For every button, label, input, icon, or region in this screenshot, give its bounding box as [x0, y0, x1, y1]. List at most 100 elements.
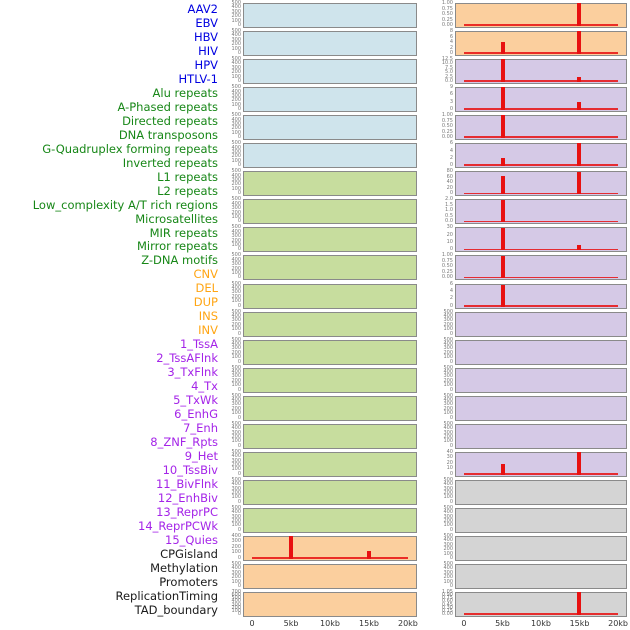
feature-label-text: HIV [198, 43, 218, 58]
feature-label-text: CPGisland [160, 546, 218, 561]
feature-label-cnv: CNV [0, 268, 219, 282]
ytick-label: 0 [449, 554, 453, 561]
mini-panel [455, 115, 627, 141]
panel-row-g-quadruplex-forming-repeats: 500 400 300 200 100 0 [231, 281, 417, 309]
mini-panel [243, 3, 417, 28]
ytick-label: 0 [449, 442, 453, 449]
ytick-label: 4 [449, 147, 453, 154]
ytick-label: 0.00 [441, 611, 453, 618]
feature-label-text: 1_TssA [179, 337, 218, 352]
feature-label-hpv: HPV [0, 58, 218, 73]
feature-label-text: 9_Het [184, 449, 218, 463]
feature-label-ebv: EBV [0, 16, 218, 31]
ytick-label: 400 [443, 340, 453, 347]
ytick-label: 500 [231, 476, 241, 483]
ytick-label: 0.50 [441, 123, 453, 130]
ytick-label: 400 [231, 116, 241, 123]
panel-row-ins: 1.00 0.75 0.50 0.25 0.00 [442, 1, 627, 28]
mini-panel [455, 143, 627, 169]
ytick-label: 500 [231, 420, 241, 427]
feature-label-dna-transposons: DNA transposons [0, 128, 218, 143]
ytick-label: 0 [237, 611, 241, 618]
xtick-label-left-15kb: 15kb [359, 619, 379, 628]
ytick-label: 0 [449, 302, 453, 309]
panel-row-microsatellites: 500 400 300 200 100 0 [231, 421, 417, 449]
ytick-label: 400 [443, 397, 453, 404]
xtick-label-left-10kb: 10kb [320, 619, 340, 628]
ytick-label: 200 [231, 377, 241, 384]
ytick-label: 500 [231, 252, 241, 259]
panel-row-a-phased-repeats: 500 400 300 200 100 0 [231, 197, 417, 225]
feature-label-text: L2 repeats [157, 183, 218, 198]
panel-row-replicationtiming: 500 400 300 200 100 0 [443, 562, 627, 589]
feature-label-text: 3_TxFlnk [167, 365, 218, 380]
ytick-label: 200 [231, 574, 241, 581]
ytick-label: 400 [231, 60, 241, 67]
feature-label-methylation: Methylation [0, 561, 218, 576]
feature-label-tad-boundary: TAD_boundary [0, 602, 218, 618]
mini-panel [455, 255, 627, 281]
signal-spike-5kb [500, 41, 505, 55]
ytick-label: 400 [231, 425, 241, 432]
ytick-label: 500 [443, 561, 453, 567]
feature-label-1-tssa: 1_TssA [0, 337, 218, 352]
ytick-label: 30 [446, 454, 453, 461]
ytick-label: 200 [231, 405, 241, 412]
ytick-label: 0 [449, 330, 453, 337]
ytick-label: 0 [449, 526, 453, 533]
ytick-label: 1.00 [441, 0, 453, 6]
ytick-label: 400 [443, 537, 453, 544]
panel-row-dna-transposons: 500 400 300 200 100 0 [231, 253, 417, 281]
ytick-label: 0.25 [441, 16, 453, 23]
feature-label-g-quadruplex-forming-repeats: G-Quadruplex forming repeats [0, 142, 218, 157]
ytick-label: 200 [443, 518, 453, 525]
signal-spike-5kb [500, 157, 505, 167]
mini-panel [455, 171, 627, 197]
signal-baseline [463, 24, 619, 26]
panel-row-6-enhg: 2.0 1.5 1.0 0.5 0.0 [445, 197, 627, 225]
feature-label-text: TAD_boundary [134, 602, 218, 617]
feature-label-aav2: AAV2 [0, 2, 218, 17]
signal-spike-5kb [500, 284, 505, 307]
ytick-label: 300 [231, 429, 241, 436]
ytick-label: 0 [237, 386, 241, 393]
mini-panel [455, 479, 627, 505]
feature-label-mir-repeats: MIR repeats [0, 226, 218, 241]
feature-label-text: 15_Quies [165, 532, 218, 547]
ytick-label: 400 [231, 228, 241, 235]
signal-baseline [463, 192, 619, 195]
xtick-label-right-10kb: 10kb [531, 619, 551, 628]
ytick-label: 0 [237, 162, 241, 169]
ytick-label: 100 [231, 578, 241, 585]
panel-row-mirror-repeats: 500 400 300 200 100 0 [231, 477, 417, 505]
panel-row-cnv: 400 300 200 100 0 [231, 533, 417, 561]
ytick-label: 300 [231, 538, 241, 545]
mini-panel [455, 87, 627, 113]
signal-spike-15kb [577, 76, 582, 83]
mini-panel [455, 423, 627, 449]
feature-label-14-reprpcwk: 14_ReprPCWk [0, 519, 218, 534]
ytick-label: 300 [231, 36, 241, 43]
feature-label-alu-repeats: Alu repeats [0, 86, 218, 101]
ytick-label: 0 [449, 470, 453, 477]
panel-row-8-znf-rpts: 1.00 0.75 0.50 0.25 0.00 [442, 253, 627, 281]
ytick-label: 4 [449, 39, 453, 46]
ytick-label: 7.5 [445, 64, 453, 71]
ytick-label: 300 [443, 485, 453, 492]
ytick-label: 500 [231, 364, 241, 371]
feature-label-replicationtiming: ReplicationTiming [0, 589, 219, 604]
mini-panel [455, 507, 627, 533]
ytick-label: 400 [443, 565, 453, 572]
feature-label-ins: INS [0, 310, 218, 324]
ytick-label: 500 [231, 561, 241, 567]
panel-row-del: 500 400 300 200 100 0 [231, 562, 417, 589]
ytick-label: 200 [231, 604, 241, 611]
ytick-label: 0 [237, 22, 241, 28]
ytick-label: 500 [443, 364, 453, 371]
ytick-label: 500 [231, 224, 241, 231]
signal-baseline [463, 220, 619, 223]
feature-label-htlv-1: HTLV-1 [0, 72, 218, 87]
feature-label-l2-repeats: L2 repeats [0, 183, 218, 199]
panel-row-mir-repeats: 500 400 300 200 100 0 [231, 449, 417, 477]
